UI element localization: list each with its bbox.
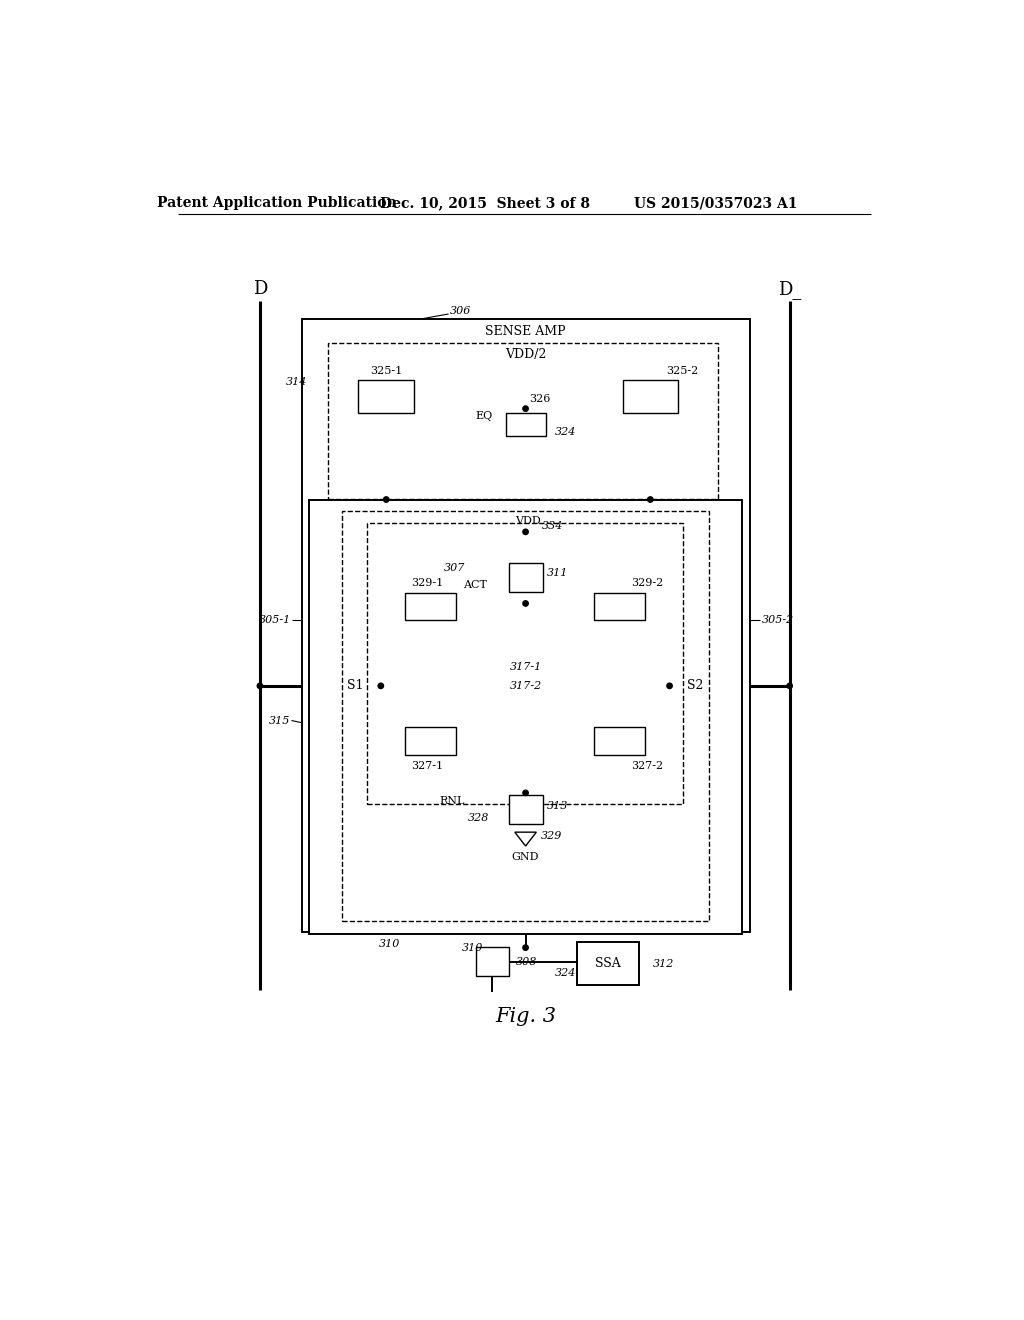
Bar [475,946,509,977]
Text: 326: 326 [529,395,551,404]
Text: D_: D_ [778,280,802,298]
Text: 308: 308 [515,957,537,966]
Text: 325-2: 325-2 [666,366,698,376]
Text: 306: 306 [451,306,471,315]
Bar [309,499,742,933]
Bar [342,511,709,921]
Circle shape [523,791,528,796]
Text: 334: 334 [542,521,563,532]
Text: ACT: ACT [463,579,487,590]
Bar [329,343,718,499]
Text: 315: 315 [268,715,290,726]
Text: EQ: EQ [475,412,493,421]
Text: VDD: VDD [515,516,541,527]
Text: SENSE AMP: SENSE AMP [485,325,566,338]
Text: 317-2: 317-2 [510,681,542,690]
Bar [578,942,639,985]
Text: Patent Application Publication: Patent Application Publication [157,197,396,210]
Text: 307: 307 [443,564,465,573]
Bar [509,562,543,591]
Bar [358,380,414,412]
Circle shape [523,407,528,412]
Text: 314: 314 [287,376,307,387]
Circle shape [523,945,528,950]
Bar [406,727,457,755]
Bar [506,413,546,436]
Text: 313: 313 [547,801,567,810]
Circle shape [787,684,793,689]
Bar [594,593,645,620]
Bar [367,524,683,804]
Circle shape [523,529,528,535]
Circle shape [257,684,262,689]
Text: 324: 324 [555,968,577,978]
Text: 329: 329 [541,832,562,841]
Text: 328: 328 [468,813,489,824]
Text: 329-2: 329-2 [631,578,664,589]
Text: 324: 324 [555,426,577,437]
Text: 312: 312 [652,958,674,969]
Text: S2: S2 [686,680,702,693]
Text: 325-1: 325-1 [370,366,402,376]
Bar [594,727,645,755]
Circle shape [378,684,384,689]
Circle shape [647,496,653,502]
Text: US 2015/0357023 A1: US 2015/0357023 A1 [634,197,798,210]
Text: 310: 310 [379,939,400,949]
Text: 311: 311 [547,569,567,578]
Text: 305-1: 305-1 [258,615,291,626]
Circle shape [523,601,528,606]
Bar [509,795,543,825]
Text: GND: GND [512,851,540,862]
Circle shape [667,684,672,689]
Text: VDD/2: VDD/2 [505,348,546,362]
Text: 329-1: 329-1 [411,578,443,589]
Text: 310: 310 [462,942,483,953]
Text: Fig. 3: Fig. 3 [495,1007,556,1027]
Text: SSA: SSA [595,957,621,970]
Text: 317-1: 317-1 [510,661,542,672]
Text: Dec. 10, 2015  Sheet 3 of 8: Dec. 10, 2015 Sheet 3 of 8 [380,197,590,210]
Bar [301,318,750,932]
Text: 305-2: 305-2 [762,615,795,626]
Text: 327-2: 327-2 [631,760,664,771]
Text: S1: S1 [347,680,364,693]
Bar [406,593,457,620]
Circle shape [384,496,389,502]
Bar [623,380,678,412]
Text: D: D [253,280,267,298]
Text: RNL: RNL [439,796,465,805]
Text: 327-1: 327-1 [411,760,443,771]
